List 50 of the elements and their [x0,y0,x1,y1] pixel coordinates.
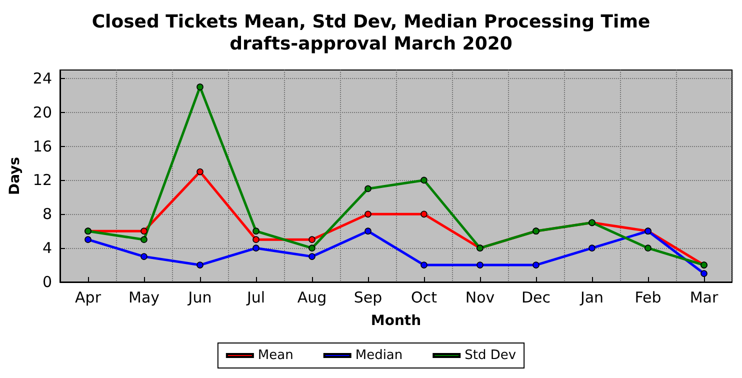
point [308,236,316,243]
point [364,210,372,218]
point [140,253,148,260]
y-axis-title: Days [7,156,23,196]
point [252,228,260,235]
point [196,262,204,268]
point [196,168,204,176]
point [140,236,148,243]
point [644,244,652,252]
chart-subtitle: drafts-approval March 2020 [230,34,512,54]
chart-title: Closed Tickets Mean, Std Dev, Median Processing Time [92,12,650,32]
y-tick-label: 16 [32,137,52,156]
point [364,228,372,235]
legend-label: Mean [258,348,294,363]
x-tick-label: Jun [187,288,212,306]
y-tick-label: 12 [32,171,52,190]
y-tick-label: 8 [42,205,52,224]
point [700,270,708,277]
point [532,262,540,268]
point [588,244,596,252]
x-tick-label: May [128,288,160,306]
y-tick-label: 4 [42,239,52,258]
x-tick-label: Aug [297,288,327,306]
point [84,236,92,243]
legend-label: Median [355,348,403,363]
y-tick-label: 20 [32,103,52,122]
point [196,84,204,90]
point [420,176,428,184]
point [252,236,260,243]
y-tick-label: 24 [32,69,52,88]
x-tick-label: Oct [411,288,438,306]
point [308,244,316,252]
x-tick-label: Jul [246,288,266,306]
x-axis-title: Month [370,313,422,329]
x-tick-label: Jan [579,288,604,306]
y-tick-label: 0 [42,273,52,291]
point [420,262,428,268]
x-tick-label: Nov [465,288,495,306]
x-tick-label: Dec [521,288,551,306]
x-tick-label: Feb [634,288,662,306]
x-tick-label: Sep [354,288,382,306]
x-tick-label: Mar [690,288,719,306]
point [308,253,316,260]
legend-label: Std Dev [464,348,516,363]
x-tick-label: Apr [75,288,102,306]
point [420,210,428,218]
point [364,185,372,192]
point [140,228,148,235]
point [476,262,484,268]
point [252,244,260,252]
